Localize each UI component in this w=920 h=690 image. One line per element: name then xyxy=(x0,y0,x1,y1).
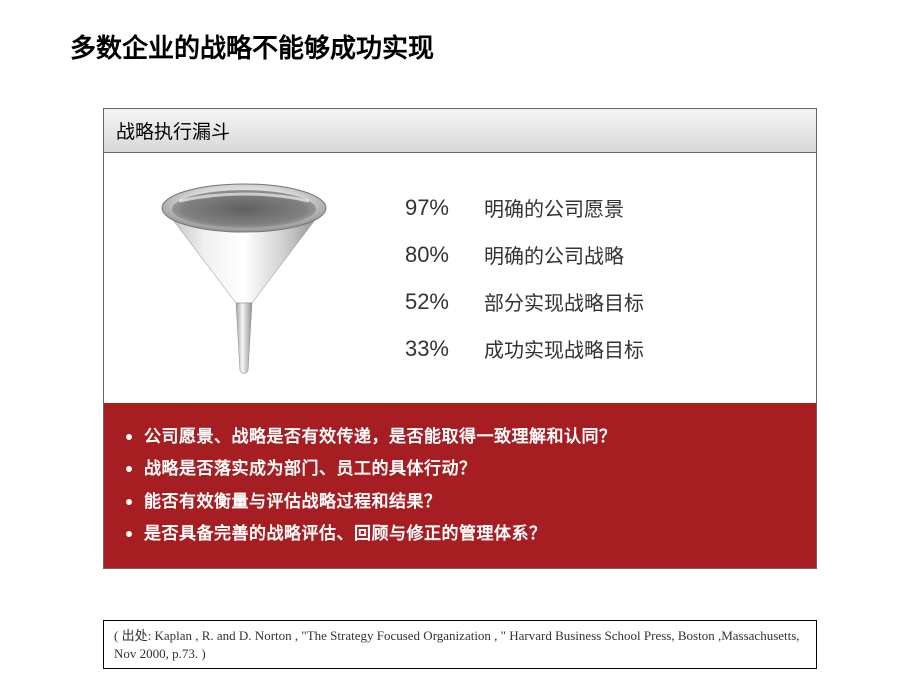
stat-label: 成功实现战略目标 xyxy=(484,334,644,363)
stat-percent: 33% xyxy=(384,336,484,362)
question-item: 能否有效衡量与评估战略过程和结果？ xyxy=(122,486,792,518)
panel-header: 战略执行漏斗 xyxy=(104,109,816,153)
question-item: 公司愿景、战略是否有效传递，是否能取得一致理解和认同？ xyxy=(122,421,792,453)
stat-label: 明确的公司战略 xyxy=(484,240,624,269)
question-text: 是否具备完善的战略评估、回顾与修正的管理体系？ xyxy=(144,518,547,550)
stat-row: 52% 部分实现战略目标 xyxy=(384,287,776,316)
question-text: 公司愿景、战略是否有效传递，是否能取得一致理解和认同？ xyxy=(144,421,617,453)
question-text: 能否有效衡量与评估战略过程和结果？ xyxy=(144,486,442,518)
main-panel: 战略执行漏斗 xyxy=(103,108,817,569)
bullet-icon xyxy=(126,499,132,505)
stats-list: 97% 明确的公司愿景 80% 明确的公司战略 52% 部分实现战略目标 33%… xyxy=(384,175,816,381)
stat-row: 97% 明确的公司愿景 xyxy=(384,193,776,222)
funnel-container xyxy=(104,173,384,383)
question-item: 战略是否落实成为部门、员工的具体行动？ xyxy=(122,453,792,485)
panel-body: 97% 明确的公司愿景 80% 明确的公司战略 52% 部分实现战略目标 33%… xyxy=(104,153,816,403)
bullet-icon xyxy=(126,466,132,472)
stat-percent: 80% xyxy=(384,242,484,268)
bullet-icon xyxy=(126,434,132,440)
stat-percent: 97% xyxy=(384,195,484,221)
stat-row: 33% 成功实现战略目标 xyxy=(384,334,776,363)
funnel-icon xyxy=(144,173,344,383)
bullet-icon xyxy=(126,531,132,537)
stat-label: 部分实现战略目标 xyxy=(484,287,644,316)
stat-row: 80% 明确的公司战略 xyxy=(384,240,776,269)
panel-footer: 公司愿景、战略是否有效传递，是否能取得一致理解和认同？ 战略是否落实成为部门、员… xyxy=(104,403,816,568)
citation: ( 出处: Kaplan , R. and D. Norton , "The S… xyxy=(103,620,817,669)
stat-label: 明确的公司愿景 xyxy=(484,193,624,222)
stat-percent: 52% xyxy=(384,289,484,315)
slide-title: 多数企业的战略不能够成功实现 xyxy=(70,28,434,65)
question-text: 战略是否落实成为部门、员工的具体行动？ xyxy=(144,453,477,485)
question-item: 是否具备完善的战略评估、回顾与修正的管理体系？ xyxy=(122,518,792,550)
